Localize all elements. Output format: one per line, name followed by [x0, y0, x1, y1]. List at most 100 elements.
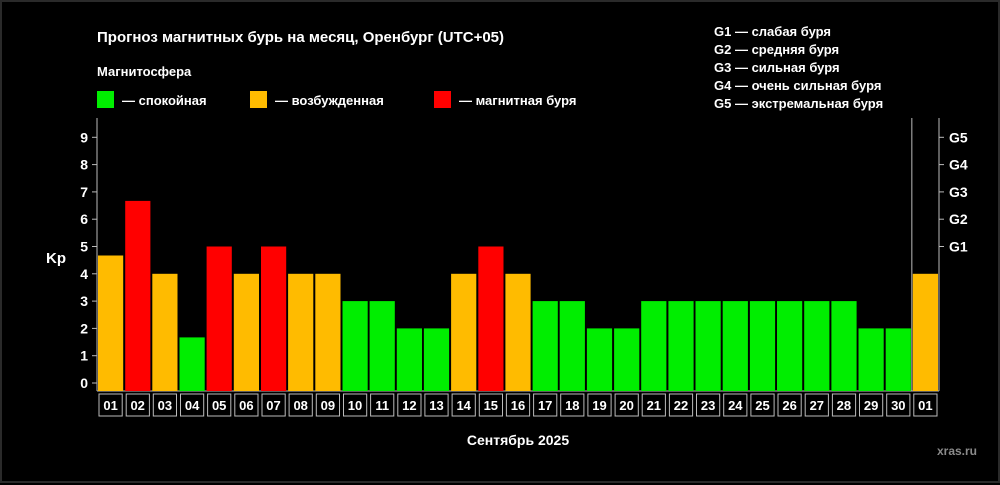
bar [885, 328, 911, 391]
g-tick-label: G1 [949, 239, 968, 255]
watermark: xras.ru [937, 444, 977, 458]
x-tick-label: 15 [484, 398, 498, 413]
x-tick-label: 16 [511, 398, 525, 413]
bar [125, 200, 151, 391]
x-tick-label: 13 [429, 398, 443, 413]
bar [451, 273, 477, 391]
g-legend-g2: G2 — средняя буря [714, 42, 839, 57]
x-tick-label: 27 [810, 398, 824, 413]
x-tick-label: 25 [755, 398, 769, 413]
x-tick-box [560, 393, 585, 417]
g-tick-label: G4 [949, 157, 968, 173]
x-tick-label: 29 [864, 398, 878, 413]
y-tick-label: 1 [80, 348, 88, 364]
bar [722, 301, 748, 391]
bar [532, 301, 558, 391]
x-tick-box [668, 393, 694, 417]
x-tick-label: 09 [321, 398, 335, 413]
bar [206, 246, 232, 391]
bar [261, 246, 287, 391]
y-tick-label: 2 [80, 320, 88, 336]
bar [98, 255, 124, 391]
x-tick-box [641, 393, 666, 417]
bar [668, 301, 694, 391]
x-tick-box [180, 393, 205, 417]
x-tick-box [315, 393, 340, 417]
x-tick-box [261, 393, 286, 417]
g-legend-g5: G5 — экстремальная буря [714, 96, 883, 111]
x-tick-box [913, 393, 938, 417]
legend-swatch-storm [434, 91, 451, 108]
bar [315, 273, 341, 391]
x-tick-box [343, 393, 368, 417]
bar [288, 273, 314, 391]
x-tick-label: 18 [565, 398, 579, 413]
bar [559, 301, 585, 391]
x-tick-label: 02 [130, 398, 144, 413]
y-tick-label: 0 [80, 375, 88, 391]
x-tick-box [587, 393, 612, 417]
x-tick-box [370, 393, 395, 417]
y-axis-label: Kp [46, 250, 66, 267]
x-tick-box [478, 393, 503, 417]
bar [831, 301, 857, 391]
x-tick-box [723, 393, 748, 417]
y-tick-label: 7 [80, 184, 88, 200]
y-tick-label: 3 [80, 293, 88, 309]
y-tick-label: 5 [80, 239, 88, 255]
x-tick-box [777, 393, 802, 417]
x-tick-box [505, 393, 531, 417]
legend-swatch-calm [97, 91, 114, 108]
x-tick-label: 19 [592, 398, 606, 413]
bars [98, 200, 938, 391]
x-tick-label: 14 [456, 398, 471, 413]
bar [478, 246, 504, 391]
g-legend-g3: G3 — сильная буря [714, 60, 840, 75]
bar [179, 337, 205, 391]
x-tick-box [831, 393, 857, 417]
x-tick-label: 21 [647, 398, 661, 413]
legend-label-excited: — возбужденная [275, 93, 384, 108]
x-tick-box [533, 393, 558, 417]
x-tick-label: 28 [837, 398, 851, 413]
bar [342, 301, 368, 391]
x-tick-box [859, 393, 884, 417]
x-axis-label: Сентябрь 2025 [467, 432, 569, 448]
legend-label-calm: — спокойная [122, 93, 207, 108]
g-legend-g4: G4 — очень сильная буря [714, 78, 881, 93]
bar [858, 328, 884, 391]
x-tick-box [125, 393, 150, 417]
bar [641, 301, 667, 391]
g-tick-label: G2 [949, 211, 968, 227]
x-tick-box [234, 393, 259, 417]
x-tick-label: 07 [266, 398, 280, 413]
x-tick-box [152, 393, 178, 417]
x-tick-labels: 01 02 03 04 05 06 07 08 09 10 11 12 13 14 15 16 17 18 19 20… [98, 393, 938, 417]
x-tick-label: 04 [185, 398, 200, 413]
x-tick-box [397, 393, 422, 417]
bar [233, 273, 259, 391]
x-tick-box [207, 393, 232, 417]
x-tick-label: 22 [674, 398, 688, 413]
bar [369, 301, 395, 391]
chart-title: Прогноз магнитных бурь на месяц, Оренбур… [97, 29, 504, 46]
x-tick-box [288, 393, 313, 417]
x-tick-box [886, 393, 911, 417]
x-tick-label: 26 [782, 398, 796, 413]
bar [912, 273, 938, 391]
y-tick-label: 6 [80, 211, 88, 227]
x-tick-box [98, 393, 123, 417]
x-tick-box [804, 393, 829, 417]
x-tick-label: 12 [402, 398, 416, 413]
bar [695, 301, 721, 391]
y-tick-label: 9 [80, 129, 88, 145]
legend-label-storm: — магнитная буря [459, 93, 576, 108]
x-tick-box [424, 393, 449, 417]
x-tick-label: 05 [212, 398, 226, 413]
y-tick-label: 4 [80, 266, 88, 282]
x-tick-label: 08 [293, 398, 307, 413]
x-tick-label: 30 [891, 398, 905, 413]
x-tick-box [614, 393, 639, 417]
bar [777, 301, 803, 391]
